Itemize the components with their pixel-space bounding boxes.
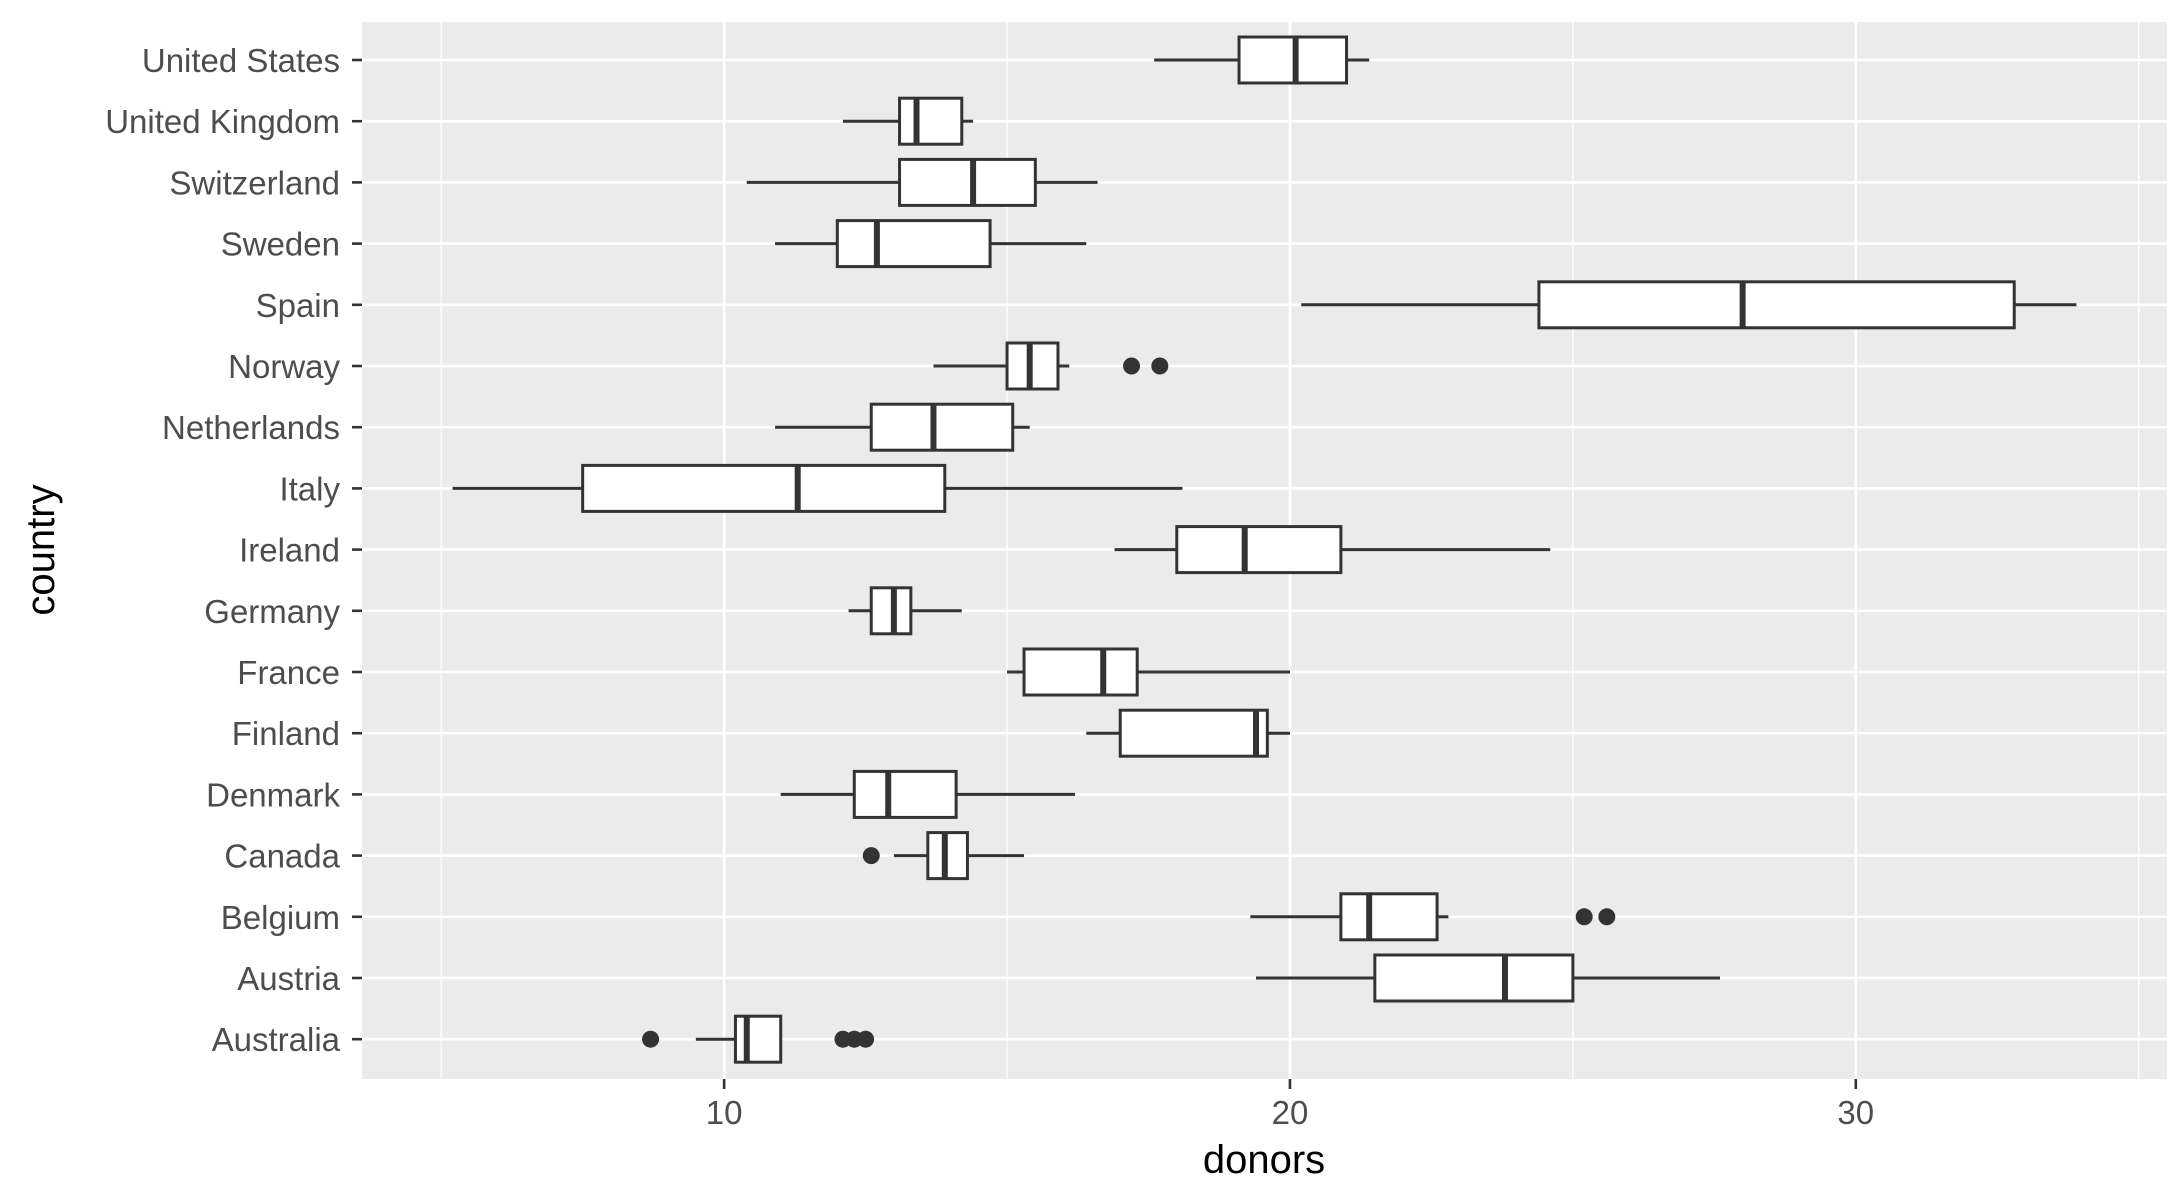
x-axis: 10 20 30	[706, 1079, 1874, 1131]
box-iqr	[898, 157, 1037, 207]
box-iqr	[1022, 647, 1139, 697]
box-united-kingdom	[842, 96, 974, 146]
x-axis-title: donors	[1203, 1138, 1325, 1182]
outlier-point-0	[1123, 357, 1141, 375]
box-switzerland	[746, 157, 1098, 207]
y-tick-label-spain: Spain	[256, 287, 340, 324]
box-finland	[1086, 708, 1290, 758]
outlier-point-0	[1575, 908, 1593, 926]
box-iqr	[1175, 525, 1343, 575]
box-iqr	[581, 463, 947, 513]
boxes-layer	[452, 35, 2077, 1064]
y-tick-label-ireland: Ireland	[239, 532, 340, 569]
y-tick-label-switzerland: Switzerland	[169, 164, 340, 201]
x-tick-label-10: 10	[706, 1094, 743, 1131]
box-norway	[933, 341, 1169, 391]
outlier-point-1	[1598, 908, 1616, 926]
box-iqr	[733, 1014, 783, 1064]
y-tick-label-canada: Canada	[224, 838, 340, 875]
box-iqr	[1118, 708, 1269, 758]
box-belgium	[1250, 892, 1616, 942]
outlier-point-1	[1151, 357, 1169, 375]
box-iqr	[835, 219, 992, 269]
box-iqr	[1537, 280, 2016, 330]
box-ireland	[1114, 525, 1551, 575]
y-tick-label-australia: Australia	[212, 1021, 341, 1058]
y-tick-label-france: France	[237, 654, 340, 691]
box-iqr	[898, 96, 964, 146]
box-iqr	[869, 402, 1015, 452]
box-iqr	[1339, 892, 1439, 942]
outlier-point-3	[857, 1030, 875, 1048]
y-tick-label-finland: Finland	[232, 715, 340, 752]
y-tick-label-austria: Austria	[237, 960, 340, 997]
box-germany	[848, 586, 962, 636]
y-tick-label-germany: Germany	[204, 593, 340, 630]
y-axis-title: country	[19, 484, 63, 615]
y-tick-label-netherlands: Netherlands	[162, 409, 340, 446]
box-iqr	[852, 769, 958, 819]
x-tick-label-30: 30	[1837, 1094, 1874, 1131]
box-united-states	[1154, 35, 1370, 85]
box-iqr	[1373, 953, 1575, 1003]
box-austria	[1256, 953, 1720, 1003]
y-tick-label-belgium: Belgium	[221, 899, 340, 936]
box-italy	[452, 463, 1183, 513]
y-tick-label-sweden: Sweden	[221, 226, 340, 263]
y-tick-label-italy: Italy	[279, 470, 340, 507]
box-netherlands	[775, 402, 1030, 452]
box-sweden	[775, 219, 1087, 269]
x-tick-label-20: 20	[1272, 1094, 1309, 1131]
outlier-point-0	[862, 847, 880, 865]
box-australia	[642, 1014, 875, 1064]
box-denmark	[780, 769, 1075, 819]
box-france	[1007, 647, 1290, 697]
y-tick-label-norway: Norway	[228, 348, 340, 385]
y-tick-label-denmark: Denmark	[206, 776, 340, 813]
y-axis: United States United Kingdom Switzerland Sw…	[105, 42, 362, 1058]
box-spain	[1301, 280, 2077, 330]
box-canada	[862, 831, 1025, 881]
outlier-point-0	[642, 1030, 660, 1048]
y-tick-label-united-kingdom: United Kingdom	[105, 103, 340, 140]
y-tick-label-united-states: United States	[142, 42, 340, 79]
